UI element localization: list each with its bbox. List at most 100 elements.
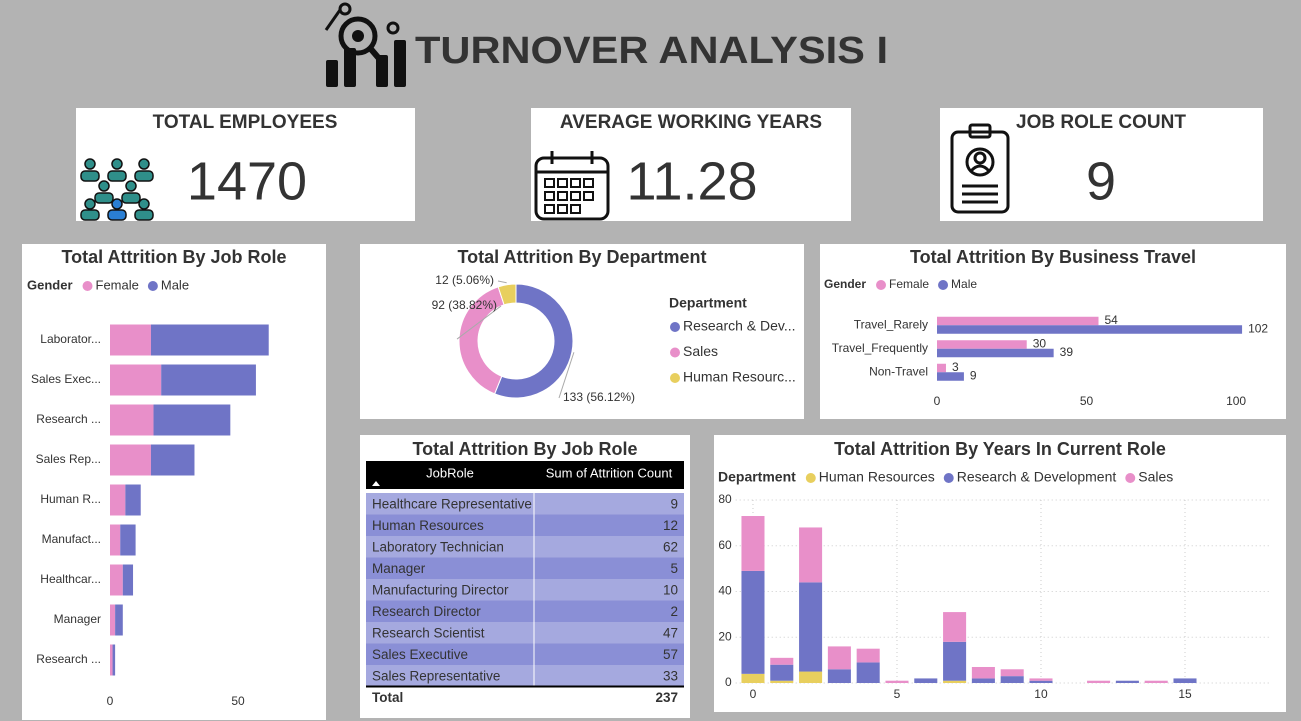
bar xyxy=(741,673,765,683)
bar xyxy=(971,678,995,683)
data-label: 30 xyxy=(1033,337,1047,351)
legend-label: Sales xyxy=(1138,469,1173,485)
bar xyxy=(799,671,823,683)
table-row xyxy=(366,643,684,665)
x-tick-label: 5 xyxy=(894,687,901,701)
legend-label: Sales xyxy=(683,343,718,359)
data-label: 102 xyxy=(1248,322,1268,336)
table-title: Total Attrition By Job Role xyxy=(413,439,638,459)
table-row xyxy=(366,622,684,644)
data-label: 133 (56.12%) xyxy=(563,390,635,404)
bar xyxy=(110,324,151,356)
table-row xyxy=(366,536,684,558)
legend-label: Male xyxy=(161,277,189,292)
table-row xyxy=(366,600,684,622)
y-tick-label: 60 xyxy=(718,538,732,552)
y-tick-label: Human R... xyxy=(40,492,101,506)
x-tick-label: 0 xyxy=(750,687,757,701)
legend-label: Female xyxy=(96,277,139,292)
bar xyxy=(112,644,116,676)
bar xyxy=(125,484,141,516)
table-cell: Sales Executive xyxy=(372,647,468,662)
bar xyxy=(741,516,765,571)
bar xyxy=(1029,680,1053,683)
bar xyxy=(943,641,967,681)
legend-label: Research & Dev... xyxy=(683,318,796,334)
table-total: 237 xyxy=(655,690,678,705)
bar xyxy=(770,680,794,683)
y-tick-label: Research ... xyxy=(36,412,101,426)
table-cell: Research Scientist xyxy=(372,625,485,640)
legend-title: Department xyxy=(669,295,747,311)
donut-slice xyxy=(493,283,574,399)
legend-title: Department xyxy=(718,469,796,485)
chart-title: Total Attrition By Department xyxy=(457,247,706,267)
y-tick-label: 40 xyxy=(718,584,732,598)
people-icon xyxy=(80,158,154,221)
chart-panel xyxy=(360,244,804,419)
bar xyxy=(110,444,151,476)
leader-line xyxy=(558,352,575,399)
table-cell: Sales Representative xyxy=(372,668,500,683)
bar xyxy=(110,604,116,636)
badge-icon xyxy=(950,123,1010,214)
x-tick-label: 15 xyxy=(1178,687,1192,701)
bar xyxy=(1029,678,1053,681)
y-tick-label: Travel_Frequently xyxy=(832,341,928,355)
legend-label: Female xyxy=(889,277,929,291)
y-tick-label: Sales Rep... xyxy=(36,452,101,466)
legend-label: Male xyxy=(951,277,977,291)
legend-marker xyxy=(670,322,680,332)
legend-marker xyxy=(1125,473,1136,483)
bar xyxy=(110,484,126,516)
legend-marker xyxy=(670,347,680,358)
table-cell: 10 xyxy=(663,582,678,597)
legend-marker xyxy=(82,281,93,291)
table-row xyxy=(366,579,684,601)
table-cell: Research Director xyxy=(372,604,481,619)
data-label: 12 (5.06%) xyxy=(435,273,494,287)
bar xyxy=(799,582,823,672)
table-row xyxy=(366,514,684,536)
legend-label: Research & Development xyxy=(957,469,1117,485)
y-tick-label: Manager xyxy=(54,612,101,626)
x-tick-label: 0 xyxy=(107,694,114,708)
y-tick-label: Laborator... xyxy=(40,332,101,346)
bar xyxy=(1000,669,1024,677)
bar xyxy=(115,604,123,636)
table-total: Total xyxy=(372,690,403,705)
y-tick-label: Research ... xyxy=(36,652,101,666)
leader-line xyxy=(497,280,507,284)
legend-title: Gender xyxy=(824,277,866,291)
legend-marker xyxy=(943,473,954,483)
bar xyxy=(110,524,121,556)
kpi-title: AVERAGE WORKING YEARS xyxy=(560,112,822,133)
bar xyxy=(1144,680,1168,683)
table-cell: Laboratory Technician xyxy=(372,539,504,554)
table-header xyxy=(366,461,684,489)
kpi-card xyxy=(531,108,851,221)
kpi-value: 1470 xyxy=(187,151,307,211)
kpi-value: 11.28 xyxy=(626,151,757,211)
table-row xyxy=(366,493,684,515)
bar xyxy=(937,325,1243,334)
table-cell: 47 xyxy=(663,625,678,640)
table-cell: 62 xyxy=(663,539,678,554)
table-cell: Manager xyxy=(372,561,426,576)
bar xyxy=(1115,680,1139,683)
data-label: 3 xyxy=(952,360,959,374)
table-row xyxy=(366,665,684,687)
legend-marker xyxy=(805,473,816,483)
page-title: TURNOVER ANALYSIS I xyxy=(415,30,888,72)
bar xyxy=(741,570,765,674)
x-tick-label: 10 xyxy=(1034,687,1048,701)
x-tick-label: 50 xyxy=(1080,394,1094,408)
data-label: 39 xyxy=(1060,345,1074,359)
kpi-value: 9 xyxy=(1086,151,1116,211)
legend-marker xyxy=(147,281,158,291)
y-tick-label: Manufact... xyxy=(42,532,101,546)
column-header: Sum of Attrition Count xyxy=(546,465,673,480)
table-cell: Healthcare Representative xyxy=(372,496,532,511)
legend-marker xyxy=(938,280,949,290)
bar xyxy=(937,348,1054,358)
